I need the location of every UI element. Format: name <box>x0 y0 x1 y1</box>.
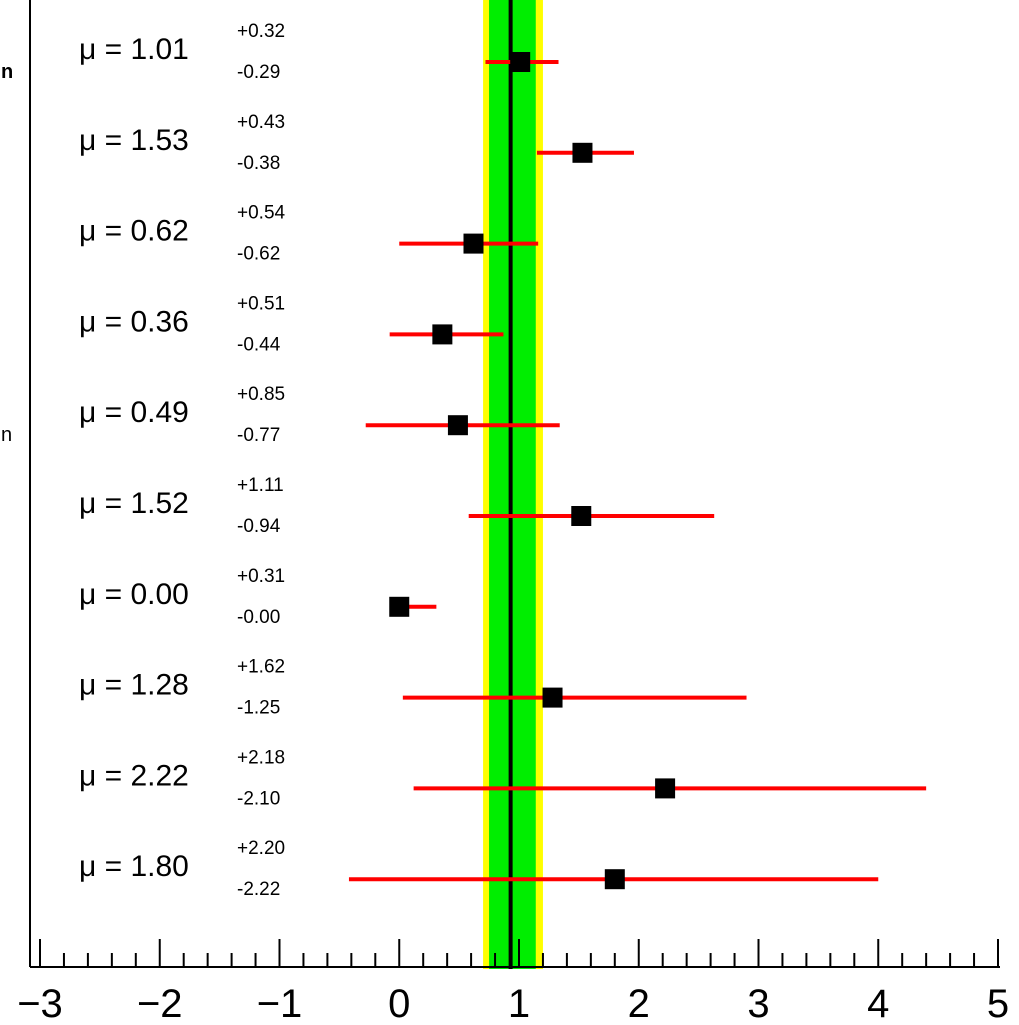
mu-up-err-3: +0.54 <box>237 203 286 224</box>
mu-down-err-9: -2.10 <box>237 788 280 809</box>
left-edge-text-layer: nn <box>1 61 13 446</box>
marker-4 <box>432 324 453 345</box>
mu-down-err-8: -1.25 <box>237 698 280 719</box>
mu-label-3: μ = 0.62 <box>79 215 189 248</box>
mu-label-10: μ = 1.80 <box>79 850 189 883</box>
mu-up-err-5: +0.85 <box>237 384 285 405</box>
marker-layer <box>389 52 676 890</box>
mu-label-2: μ = 1.53 <box>79 124 189 157</box>
mu-down-err-1: -0.29 <box>237 62 280 83</box>
mu-label-9: μ = 2.22 <box>79 759 189 792</box>
mu-label-8: μ = 1.28 <box>79 669 189 702</box>
mu-down-err-3: -0.62 <box>237 244 280 265</box>
combined-band-layer <box>483 0 543 969</box>
x-tick-label-7: 4 <box>867 982 889 1025</box>
mu-up-err-10: +2.20 <box>237 838 285 859</box>
x-tick-label-5: 2 <box>628 982 650 1025</box>
x-tick-label-0: −3 <box>17 982 63 1025</box>
mu-label-5: μ = 0.49 <box>79 396 189 429</box>
mu-label-1: μ = 1.01 <box>79 33 189 66</box>
marker-10 <box>604 869 625 890</box>
left-edge-text-2: n <box>1 424 12 446</box>
marker-8 <box>542 687 563 708</box>
marker-1 <box>510 52 531 72</box>
marker-3 <box>463 233 484 254</box>
mu-up-err-6: +1.11 <box>237 475 284 496</box>
marker-5 <box>447 415 468 436</box>
marker-9 <box>655 778 676 799</box>
mu-down-err-6: -0.94 <box>237 516 281 537</box>
mu-up-err-9: +2.18 <box>237 747 285 768</box>
mu-label-4: μ = 0.36 <box>79 305 189 338</box>
mu-down-err-2: -0.38 <box>237 153 280 174</box>
mu-up-err-7: +0.31 <box>237 566 285 587</box>
mu-label-6: μ = 1.52 <box>79 487 189 520</box>
x-tick-label-2: −1 <box>257 982 303 1025</box>
marker-2 <box>572 142 593 163</box>
x-axis: −3 −2 −1 0 1 2 3 4 5 <box>17 939 1009 1025</box>
mu-down-err-10: -2.22 <box>237 879 280 900</box>
mu-label-7: μ = 0.00 <box>79 578 189 611</box>
mu-down-err-4: -0.44 <box>237 334 281 355</box>
mu-down-err-7: -0.00 <box>237 607 280 628</box>
x-tick-label-8: 5 <box>987 982 1009 1025</box>
mu-label-layer: μ = 1.01 +0.32 -0.29 μ = 1.53 +0.43 -0.38 μ = … <box>79 21 286 900</box>
mu-up-err-8: +1.62 <box>237 657 285 678</box>
mu-up-err-4: +0.51 <box>237 293 285 314</box>
marker-7 <box>389 596 410 617</box>
x-tick-label-6: 3 <box>747 982 769 1025</box>
left-edge-text-1: n <box>1 61 13 83</box>
marker-6 <box>571 506 592 526</box>
x-tick-label-4: 1 <box>508 982 530 1025</box>
mu-up-err-2: +0.43 <box>237 112 285 133</box>
mu-down-err-5: -0.77 <box>237 425 280 446</box>
x-tick-label-1: −2 <box>137 982 183 1025</box>
errorbar-layer <box>348 60 927 882</box>
mu-up-err-1: +0.32 <box>237 21 285 42</box>
x-tick-label-3: 0 <box>388 982 410 1025</box>
